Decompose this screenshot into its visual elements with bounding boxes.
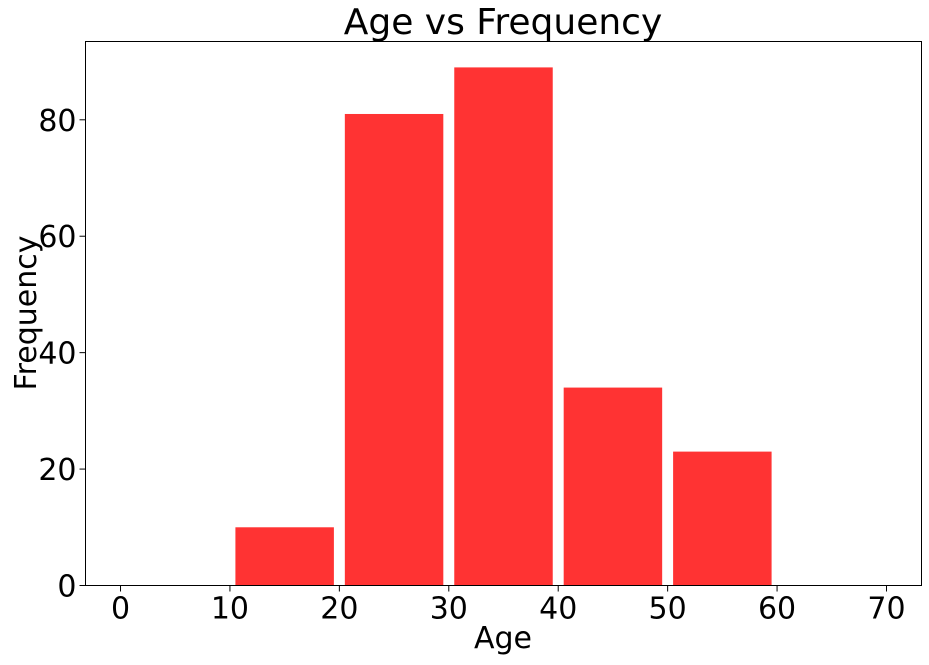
- plot-area-frame: [85, 41, 922, 586]
- x-tick-label: 0: [111, 592, 130, 627]
- x-tick-label: 60: [758, 592, 796, 627]
- x-tick-label: 70: [867, 592, 905, 627]
- x-tick-label: 30: [430, 592, 468, 627]
- x-tick-label: 20: [320, 592, 358, 627]
- x-tick-label: 10: [211, 592, 249, 627]
- bar-50-60: [673, 451, 772, 586]
- x-axis-label: Age: [474, 621, 532, 656]
- y-tick-label: 40: [38, 337, 76, 372]
- y-tick-label: 60: [38, 220, 76, 255]
- ticks-layer: 0 10 20 30 40 50 60 70 0 20 40 60 80: [38, 104, 905, 627]
- x-tick-label: 40: [539, 592, 577, 627]
- chart-title: Age vs Frequency: [344, 2, 663, 43]
- y-tick-label: 0: [57, 570, 76, 605]
- bar-30-40: [454, 67, 553, 586]
- bar-20-30: [344, 113, 444, 586]
- bar-40-50: [563, 387, 663, 586]
- bar-10-20: [235, 527, 334, 586]
- x-tick-label: 50: [649, 592, 687, 627]
- y-axis-label: Frequency: [9, 236, 44, 391]
- y-tick-label: 80: [38, 104, 76, 139]
- bars-layer: [235, 67, 772, 586]
- y-tick-label: 20: [38, 453, 76, 488]
